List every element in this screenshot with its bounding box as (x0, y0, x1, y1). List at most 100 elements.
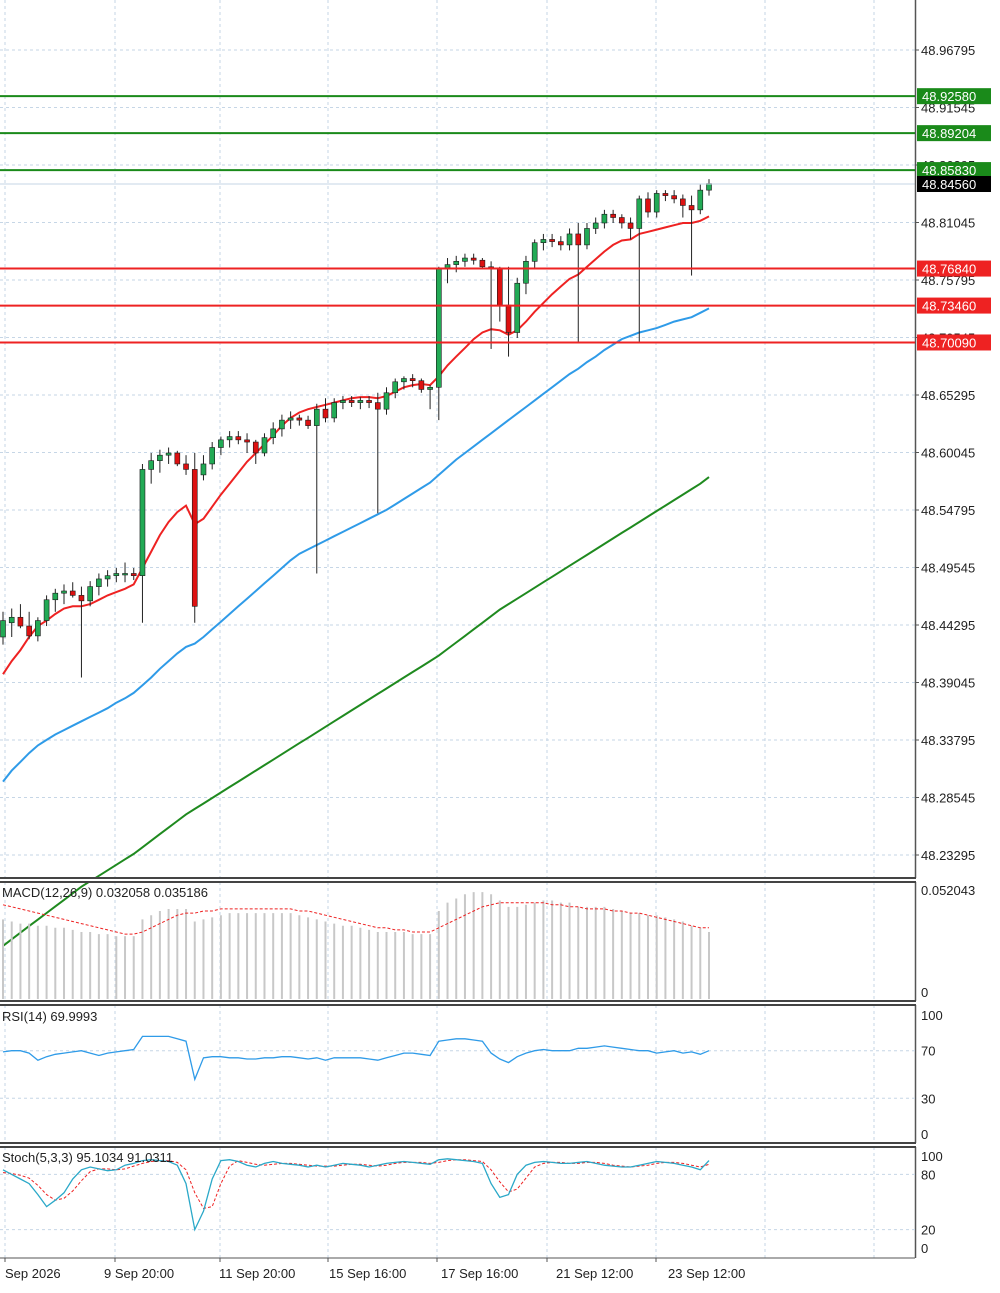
price-tick-label: 48.44295 (921, 618, 975, 633)
candle-body (35, 620, 41, 637)
candle-body (566, 233, 573, 246)
candle-body (61, 590, 67, 594)
candle-body (610, 213, 616, 218)
candle-body (235, 436, 242, 441)
candle-body (653, 193, 660, 213)
candle-body (174, 452, 181, 465)
candle-body (209, 447, 215, 465)
macd-indicator-label: MACD(12,26,9) 0.032058 0.035186 (2, 885, 208, 900)
candle-body (287, 417, 294, 421)
candle-body (279, 419, 285, 430)
macd-axis-label: 0 (921, 985, 928, 1000)
candle-body (697, 189, 704, 211)
candle-body (706, 183, 712, 191)
candle-body (383, 392, 390, 410)
candle-body (436, 268, 442, 388)
pane-gap (0, 1001, 1000, 1005)
candle-body (122, 573, 128, 576)
candle-body (636, 198, 643, 229)
resistance-level-label: 48.85830 (922, 163, 976, 178)
candle-body (645, 198, 651, 213)
candle-body (43, 599, 50, 621)
candle-body (505, 304, 512, 333)
candle-body (584, 228, 590, 246)
price-tick-label: 48.39045 (921, 676, 975, 691)
price-tick-label: 48.60045 (921, 446, 975, 461)
candle-body (296, 417, 303, 421)
candle-body (270, 428, 276, 438)
candle-body (374, 402, 381, 410)
candle-body (226, 436, 233, 441)
candle-body (558, 241, 564, 246)
candle-body (523, 261, 529, 284)
stoch-indicator-label: Stoch(5,3,3) 95.1034 91.0311 (2, 1150, 173, 1165)
candle-body (322, 408, 329, 419)
time-tick-label: 11 Sep 20:00 (219, 1266, 295, 1281)
candle-body (17, 616, 24, 627)
price-tick-label: 48.91545 (921, 101, 975, 116)
candle-body (252, 441, 259, 454)
candle-body (340, 400, 346, 403)
price-tick-label: 48.75795 (921, 273, 975, 288)
candle-body (549, 239, 555, 242)
resistance-level-label: 48.89204 (922, 126, 976, 141)
candle-body (261, 437, 268, 454)
candle-body (418, 380, 425, 390)
price-tick-label: 48.81045 (921, 216, 975, 231)
rsi-axis-label: 70 (921, 1044, 935, 1059)
price-tick-label: 48.54795 (921, 503, 975, 518)
candle-body (497, 268, 503, 306)
stoch-axis-label: 100 (921, 1149, 943, 1164)
candle-body (69, 590, 76, 596)
candle-body (157, 454, 163, 461)
candle-body (470, 257, 477, 261)
candle-body (688, 205, 695, 211)
candle-body (8, 616, 15, 624)
candle-body (401, 378, 407, 383)
candle-body (87, 586, 93, 602)
resistance-level-label-bg (917, 162, 991, 179)
candle-body (130, 573, 137, 576)
candle-body (148, 460, 154, 470)
candle-body (165, 452, 172, 456)
candle-body (348, 400, 355, 403)
price-tick-label: 48.96795 (921, 43, 975, 58)
candle-body (191, 469, 198, 607)
rsi-line (2, 1035, 710, 1082)
candle-body (540, 239, 547, 244)
candle-body (96, 578, 102, 587)
candle-body (366, 400, 372, 403)
stoch-k-line (2, 1158, 710, 1232)
candle-body (627, 222, 634, 229)
macd-axis-label: 0.052043 (921, 883, 975, 898)
support-level-label: 48.76840 (922, 262, 976, 277)
resistance-level-label-bg (917, 88, 991, 105)
candle-body (183, 463, 189, 470)
candle-body (409, 378, 416, 382)
rsi-axis-label: 100 (921, 1008, 943, 1023)
rsi-axis-label: 0 (921, 1127, 928, 1142)
rsi-indicator-label: RSI(14) 69.9993 (2, 1009, 97, 1024)
support-level-label: 48.73460 (922, 299, 976, 314)
time-tick-label: 21 Sep 12:00 (556, 1266, 633, 1281)
time-tick-label: 17 Sep 16:00 (441, 1266, 518, 1281)
rsi-axis-label: 30 (921, 1091, 935, 1106)
candle-body (462, 257, 468, 262)
macd-signal-line (2, 902, 709, 935)
pane-gap (0, 878, 1000, 882)
candle-body (531, 242, 538, 262)
support-level-label-bg (917, 334, 991, 351)
price-tick-label: 48.28545 (921, 791, 975, 806)
price-tick-label: 48.65295 (921, 388, 975, 403)
candle-body (392, 381, 399, 394)
resistance-level-label-bg (917, 125, 991, 142)
price-tick-label: 48.33795 (921, 733, 975, 748)
candle-body (313, 408, 320, 426)
candle-body (357, 400, 364, 403)
candle-body (514, 282, 521, 333)
moving-average-line-3 (2, 476, 710, 947)
price-tick-label: 48.49545 (921, 561, 975, 576)
